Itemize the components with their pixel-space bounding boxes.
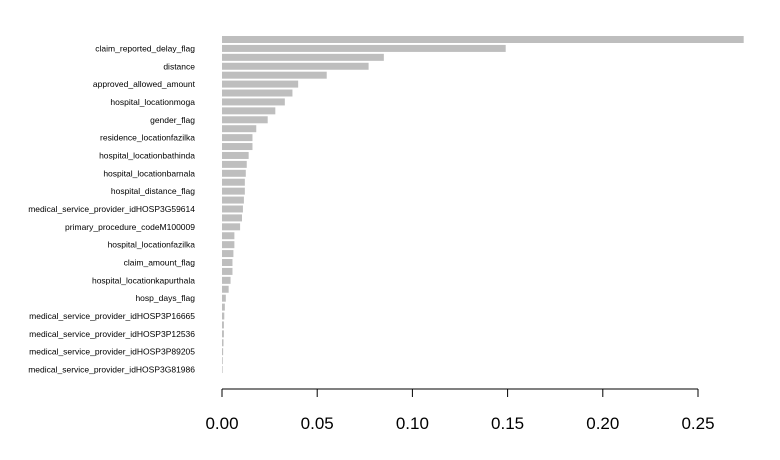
bar-32 [222,321,224,329]
category-label: hospital_locationmoga [110,97,195,107]
category-label: hospital_locationbathinda [99,150,195,160]
bar-36 [222,357,223,365]
bar-22 [222,232,235,240]
bar-5 [222,80,299,88]
bar-16 [222,178,245,186]
x-tick-label: 0.25 [681,414,714,433]
bar-34 [222,339,224,347]
x-tick-label: 0.00 [205,414,238,433]
category-label: approved_allowed_amount [93,79,196,89]
bar-11 [222,134,253,142]
category-label: medical_service_provider_idHOSP3G81986 [28,365,195,375]
bar-25 [222,259,233,266]
bar-3 [222,62,369,70]
bar-0 [222,36,744,43]
x-tick-label: 0.05 [301,414,334,433]
category-label: distance [163,61,195,71]
bar-1 [222,44,506,52]
bar-4 [222,71,327,79]
x-tick-label: 0.15 [491,414,524,433]
category-label: residence_locationfazilka [100,133,195,143]
category-label: medical_service_provider_idHOSP3G59614 [28,204,195,214]
bar-28 [222,285,229,293]
bar-30 [222,303,225,311]
bar-26 [222,267,233,275]
bar-15 [222,169,246,177]
bar-13 [222,151,249,159]
category-label: claim_reported_delay_flag [95,43,195,53]
bar-35 [222,348,224,356]
bar-37 [222,366,223,374]
bar-2 [222,53,384,61]
bar-9 [222,116,268,124]
bar-31 [222,312,225,320]
bar-14 [222,160,247,168]
category-label: medical_service_provider_idHOSP3P12536 [29,329,195,339]
bar-23 [222,241,235,249]
category-label: hospital_locationbarnala [103,168,195,178]
bar-27 [222,276,231,284]
bar-24 [222,250,234,258]
bar-19 [222,205,243,213]
x-tick-label: 0.20 [586,414,619,433]
bar-33 [222,330,224,338]
x-axis: 0.00 0.05 0.10 0.15 0.20 0.25 [205,388,715,433]
category-label: medical_service_provider_idHOSP3P89205 [29,347,195,357]
category-label: hospital_distance_flag [111,186,195,196]
bar-10 [222,125,257,133]
category-label: claim_amount_flag [124,258,196,268]
category-labels: claim_reported_delay_flag distance approve… [28,43,195,374]
bar-29 [222,294,226,302]
category-label: hosp_days_flag [135,293,195,303]
category-label: primary_procedure_codeM100009 [65,222,195,232]
bar-6 [222,89,293,97]
bar-17 [222,187,245,195]
bars-layer [222,36,744,374]
x-tick-label: 0.10 [396,414,429,433]
bar-8 [222,107,276,115]
bar-21 [222,223,241,231]
bar-7 [222,98,285,106]
category-label: gender_flag [150,115,195,125]
bar-20 [222,214,242,222]
category-label: hospital_locationfazilka [108,240,196,250]
category-label: medical_service_provider_idHOSP3P16665 [29,311,195,321]
bar-12 [222,143,253,151]
category-label: hospital_locationkapurthala [92,275,195,285]
bar-18 [222,196,244,204]
